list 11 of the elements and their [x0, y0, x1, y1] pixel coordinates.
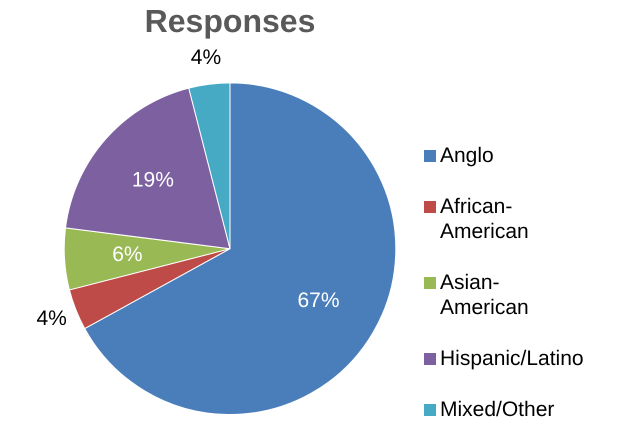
chart-title: Responses: [144, 3, 316, 40]
data-label: 4%: [190, 46, 222, 70]
legend-label: Mixed/Other: [440, 397, 554, 422]
data-label: 19%: [132, 168, 174, 192]
data-label: 67%: [297, 288, 340, 312]
data-label: 6%: [112, 242, 143, 266]
legend-label: Asian-American: [440, 270, 530, 320]
data-label: 4%: [36, 307, 67, 330]
legend-label: Anglo: [440, 143, 494, 168]
legend-label: Hispanic/Latino: [440, 346, 584, 371]
legend-label: African-American: [440, 194, 530, 244]
